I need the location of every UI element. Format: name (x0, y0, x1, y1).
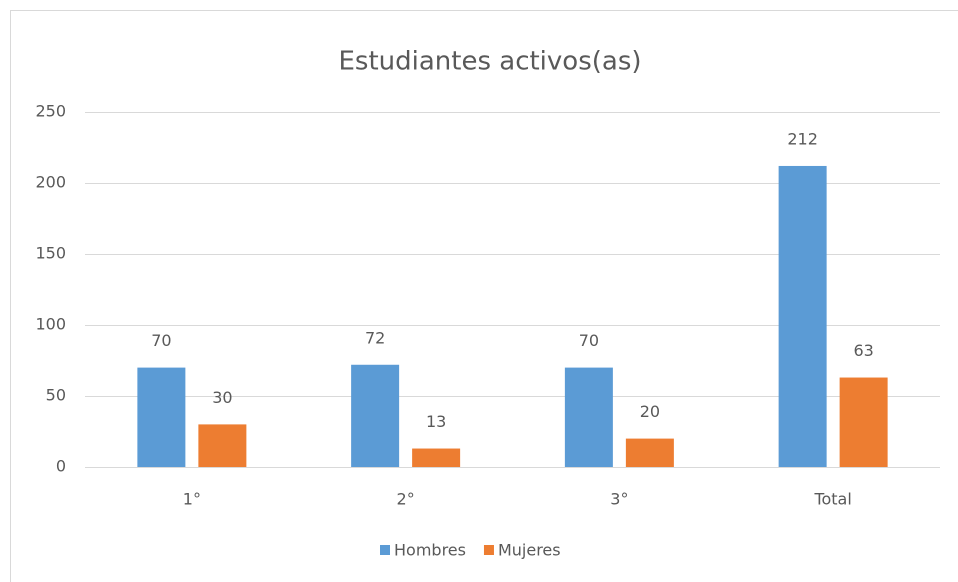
bar (137, 367, 186, 467)
x-tick-label: Total (813, 490, 851, 509)
bar (198, 424, 247, 467)
data-label: 70 (579, 331, 599, 350)
data-label: 72 (365, 328, 385, 347)
legend-swatch (483, 545, 494, 555)
x-tick-label: 2° (397, 490, 415, 509)
bar (625, 438, 674, 467)
y-tick-label: 100 (35, 315, 66, 334)
data-label: 70 (151, 331, 171, 350)
data-label: 212 (787, 129, 818, 148)
data-label: 63 (853, 341, 873, 360)
legend-swatch (380, 545, 390, 555)
x-tick-label: 3° (610, 490, 628, 509)
chart-title: Estudiantes activos(as) (338, 47, 641, 77)
y-tick-label: 200 (35, 173, 66, 192)
bar (351, 364, 400, 467)
data-label: 30 (212, 388, 232, 407)
bar (839, 377, 888, 467)
legend-label: Mujeres (498, 541, 561, 560)
bar (778, 165, 827, 467)
y-tick-label: 250 (35, 102, 66, 121)
bar (412, 448, 461, 467)
bar (564, 367, 613, 467)
y-tick-label: 50 (46, 386, 66, 405)
data-label: 13 (426, 412, 446, 431)
data-label: 20 (640, 402, 660, 421)
y-tick-label: 0 (56, 457, 66, 476)
x-tick-label: 1° (183, 490, 201, 509)
legend-label: Hombres (394, 541, 466, 560)
y-tick-label: 150 (35, 244, 66, 263)
